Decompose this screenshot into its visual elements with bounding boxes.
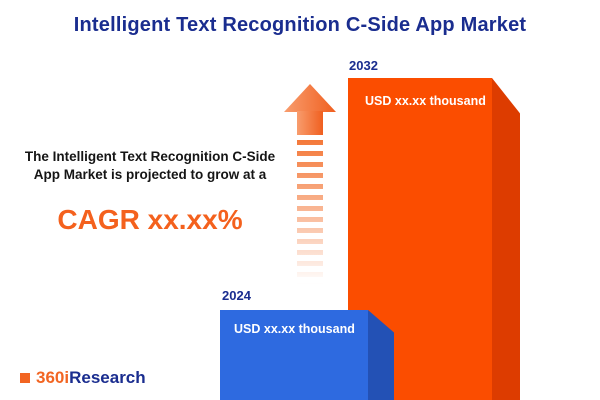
logo-text: 360iResearch [36, 368, 146, 388]
growth-arrow-icon [284, 84, 336, 294]
summary-text: The Intelligent Text Recognition C-Side … [24, 149, 276, 183]
arrow-body [297, 111, 323, 135]
logo-text-navy: Research [69, 368, 146, 387]
bar-2032-side-face [492, 78, 520, 400]
year-label-2032: 2032 [349, 58, 378, 73]
bar-2024 [220, 310, 368, 400]
bar-value-2032: USD xx.xx thousand [365, 94, 486, 108]
arrow-trail-fade [294, 140, 326, 292]
year-label-2024: 2024 [222, 288, 251, 303]
cagr-value: CAGR xx.xx% [57, 204, 243, 235]
arrow-head [284, 84, 336, 112]
page-title: Intelligent Text Recognition C-Side App … [73, 14, 527, 36]
brand-logo: 360iResearch [20, 368, 146, 388]
bar-value-2024: USD xx.xx thousand [234, 322, 355, 336]
logo-square-icon [20, 373, 30, 383]
logo-text-orange: 360i [36, 368, 70, 387]
